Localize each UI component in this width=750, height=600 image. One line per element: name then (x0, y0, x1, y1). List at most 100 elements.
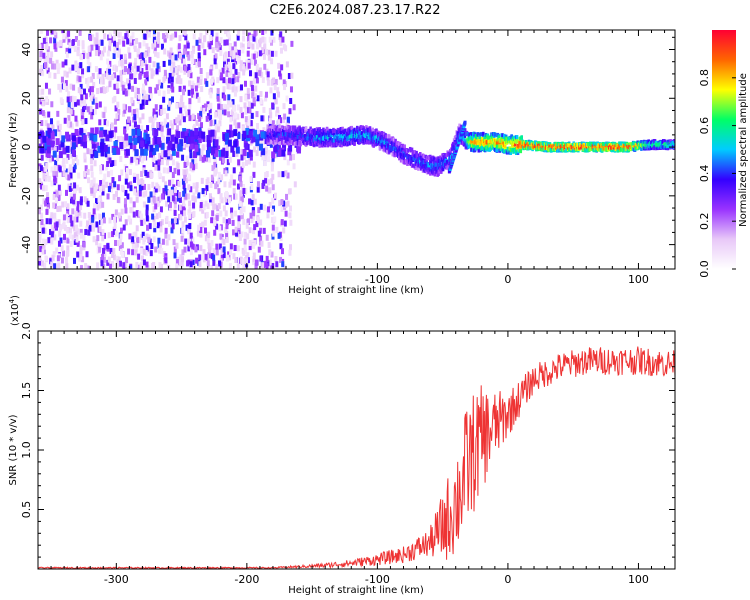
heatmap-noise-cell (76, 75, 80, 82)
heatmap-noise-cell (87, 212, 91, 219)
heatmap-noise-cell (40, 260, 44, 267)
heatmap-noise-cell (208, 34, 212, 41)
heatmap-signal-cell (283, 141, 287, 146)
heatmap-signal-cell (345, 139, 348, 144)
heatmap-noise-cell (237, 72, 241, 79)
heatmap-noise-cell (215, 215, 219, 222)
heatmap-noise-cell (285, 193, 289, 200)
heatmap-noise-cell (198, 254, 202, 261)
heatmap-noise-cell (257, 144, 261, 151)
heatmap-noise-cell (90, 171, 94, 178)
heatmap-band-cell (58, 151, 63, 159)
heatmap-band-cell (206, 140, 211, 148)
heatmap-noise-cell (125, 171, 129, 178)
heatmap-noise-cell (152, 206, 156, 213)
heatmap-noise-cell (38, 44, 42, 51)
heatmap-noise-cell (268, 117, 272, 124)
heatmap-noise-cell (144, 249, 148, 256)
heatmap-noise-cell (234, 68, 238, 75)
heatmap-signal-cell (370, 134, 374, 139)
heatmap-noise-cell (100, 164, 104, 171)
heatmap-noise-cell (154, 87, 158, 94)
heatmap-band-cell (44, 141, 49, 149)
heatmap-noise-cell (219, 104, 223, 111)
heatmap-noise-cell (188, 115, 192, 122)
heatmap-noise-cell (241, 63, 245, 70)
heatmap-noise-cell (131, 65, 135, 72)
heatmap-noise-cell (212, 135, 216, 142)
heatmap-signal-cell (281, 129, 285, 134)
heatmap-noise-cell (227, 34, 231, 41)
heatmap-noise-cell (262, 53, 266, 60)
heatmap-noise-cell (78, 76, 82, 83)
heatmap-band-cell (71, 149, 76, 157)
heatmap-noise-cell (196, 76, 200, 83)
heatmap-noise-cell (214, 111, 218, 118)
heatmap-noise-cell (46, 30, 50, 36)
heatmap-noise-cell (134, 57, 138, 64)
heatmap-noise-cell (181, 221, 185, 228)
heatmap-noise-cell (151, 122, 155, 129)
heatmap-noise-cell (81, 72, 85, 79)
heatmap-noise-cell (265, 146, 269, 153)
heatmap-noise-cell (57, 262, 61, 269)
heatmap-signal-cell (467, 144, 470, 149)
heatmap-noise-cell (173, 202, 177, 209)
heatmap-signal-cell (503, 135, 506, 140)
heatmap-noise-cell (153, 222, 157, 229)
heatmap-signal-cell (481, 145, 484, 150)
heatmap-noise-cell (243, 102, 247, 109)
heatmap-noise-cell (199, 245, 203, 252)
heatmap-noise-cell (84, 165, 88, 172)
heatmap-noise-cell (263, 30, 267, 34)
heatmap-noise-cell (163, 118, 167, 125)
heatmap-noise-cell (38, 89, 42, 96)
heatmap-noise-cell (95, 38, 99, 45)
heatmap-noise-cell (161, 238, 165, 245)
heatmap-noise-cell (88, 62, 92, 69)
heatmap-signal-cell (270, 135, 273, 140)
heatmap-noise-cell (50, 238, 54, 245)
heatmap-noise-cell (219, 114, 223, 121)
heatmap-noise-cell (108, 157, 112, 164)
heatmap-signal-cell (403, 144, 406, 149)
heatmap-noise-cell (175, 259, 179, 266)
heatmap-noise-cell (103, 33, 107, 40)
heatmap-noise-cell (162, 33, 166, 40)
heatmap-noise-cell (165, 113, 169, 120)
heatmap-noise-cell (68, 47, 72, 54)
heatmap-noise-cell (230, 174, 234, 181)
heatmap-noise-cell (272, 93, 276, 100)
heatmap-signal-cell (271, 135, 275, 140)
heatmap-noise-cell (55, 59, 59, 66)
heatmap-noise-cell (98, 39, 102, 46)
heatmap-noise-cell (170, 218, 174, 225)
heatmap-noise-cell (228, 65, 232, 72)
heatmap-noise-cell (237, 159, 241, 166)
heatmap-noise-cell (173, 119, 177, 126)
heatmap-noise-cell (141, 83, 145, 90)
heatmap-noise-cell (179, 214, 183, 221)
heatmap-signal-cell (335, 142, 339, 147)
heatmap-noise-cell (180, 235, 184, 242)
heatmap-noise-cell (64, 172, 68, 179)
heatmap-noise-cell (199, 223, 203, 230)
heatmap-noise-cell (125, 140, 129, 147)
heatmap-band-cell (143, 148, 148, 156)
heatmap-noise-cell (224, 226, 228, 233)
heatmap-band-cell (167, 128, 172, 136)
heatmap-noise-cell (133, 62, 137, 69)
heatmap-noise-cell (150, 116, 154, 123)
heatmap-noise-cell (141, 179, 145, 186)
heatmap-noise-cell (56, 255, 60, 262)
heatmap-noise-cell (215, 264, 219, 269)
heatmap-noise-cell (274, 50, 278, 57)
heatmap-band-cell (248, 130, 253, 138)
heatmap-noise-cell (270, 30, 274, 36)
heatmap-noise-cell (105, 73, 109, 80)
heatmap-noise-cell (186, 51, 190, 58)
heatmap-signal-cell (378, 143, 382, 148)
heatmap-noise-cell (133, 242, 137, 249)
heatmap-noise-cell (130, 156, 134, 163)
heatmap-band-cell (152, 148, 157, 156)
